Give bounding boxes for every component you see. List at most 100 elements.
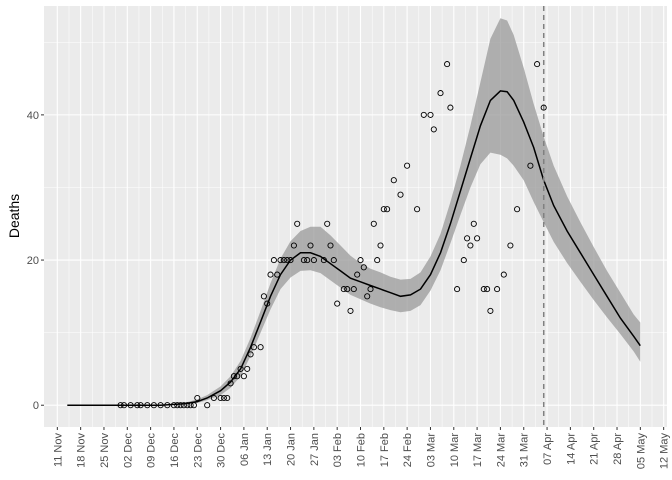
- data-point: [467, 242, 474, 249]
- data-point: [330, 257, 337, 264]
- x-tick-label: 03 Mar: [426, 433, 438, 468]
- y-axis: 0 20 40: [27, 110, 44, 412]
- data-point: [447, 104, 454, 111]
- data-point: [187, 402, 194, 409]
- data-points: [117, 61, 547, 409]
- data-point: [170, 402, 177, 409]
- data-point: [404, 162, 411, 169]
- data-point: [300, 257, 307, 264]
- x-tick-label: 03 Feb: [332, 433, 344, 467]
- data-point: [264, 300, 271, 307]
- data-point: [234, 373, 241, 380]
- y-tick-label: 20: [27, 255, 39, 267]
- x-tick-label: 17 Feb: [379, 433, 391, 467]
- data-point: [334, 300, 341, 307]
- data-point: [420, 111, 427, 118]
- data-point: [347, 307, 354, 314]
- data-point: [117, 402, 124, 409]
- data-point: [247, 351, 254, 358]
- x-tick-label: 31 Mar: [519, 433, 531, 468]
- data-point: [474, 235, 481, 242]
- data-point: [507, 242, 514, 249]
- x-axis: 11 Nov 18 Nov 25 Nov 02 Dec 09 Dec 16 Dec 23 D…: [52, 427, 671, 470]
- x-tick-label: 06 Jan: [239, 433, 251, 466]
- data-point: [340, 286, 347, 293]
- data-point: [464, 235, 471, 242]
- data-point: [390, 177, 397, 184]
- x-tick-label: 27 Jan: [309, 433, 321, 466]
- data-point: [194, 394, 201, 402]
- data-point: [127, 402, 134, 409]
- x-tick-label: 11 Nov: [52, 433, 64, 468]
- data-point: [357, 257, 364, 264]
- data-point: [454, 286, 461, 293]
- data-point: [320, 257, 327, 264]
- data-point: [460, 257, 467, 264]
- data-point: [174, 402, 181, 409]
- data-point: [470, 220, 477, 227]
- x-tick-label: 02 Dec: [122, 433, 134, 468]
- data-point: [370, 220, 377, 227]
- data-point: [514, 206, 521, 213]
- data-point: [250, 344, 257, 351]
- x-tick-label: 16 Dec: [169, 433, 181, 468]
- data-point: [307, 242, 314, 249]
- data-point: [120, 402, 128, 409]
- data-point: [150, 402, 157, 409]
- data-point: [217, 394, 224, 402]
- data-point: [274, 271, 281, 278]
- data-point: [294, 220, 301, 227]
- data-point: [427, 111, 434, 118]
- data-point: [500, 271, 507, 278]
- x-tick-label: 24 Feb: [402, 433, 414, 467]
- x-tick-label: 12 May: [659, 433, 671, 470]
- x-tick-label: 25 Nov: [99, 433, 111, 468]
- data-point: [414, 206, 421, 213]
- data-point: [527, 162, 534, 169]
- data-point: [280, 257, 287, 264]
- x-tick-label: 09 Dec: [146, 433, 158, 468]
- data-point: [487, 307, 494, 314]
- data-point: [164, 402, 171, 409]
- data-point: [367, 286, 374, 293]
- data-point: [220, 394, 227, 402]
- data-point: [284, 257, 291, 264]
- confidence-ribbon: [67, 18, 641, 406]
- x-tick-label: 10 Mar: [449, 433, 461, 468]
- data-point: [480, 286, 487, 293]
- grid-lines: [44, 6, 667, 427]
- data-point: [184, 402, 191, 409]
- data-point: [230, 373, 237, 380]
- data-point: [310, 257, 317, 264]
- data-point: [287, 257, 294, 264]
- x-tick-label: 17 Mar: [472, 433, 484, 468]
- data-point: [430, 126, 437, 133]
- data-point: [240, 373, 247, 380]
- data-point: [267, 271, 274, 278]
- x-tick-label: 05 May: [635, 433, 647, 470]
- data-point: [270, 257, 277, 264]
- data-point: [134, 402, 141, 409]
- data-point: [180, 402, 187, 409]
- x-tick-label: 18 Nov: [76, 433, 88, 468]
- data-point: [137, 402, 144, 409]
- data-point: [344, 286, 351, 293]
- data-point: [494, 286, 501, 293]
- data-point: [260, 293, 267, 300]
- data-point: [290, 242, 297, 249]
- x-tick-label: 13 Jan: [262, 433, 274, 466]
- data-point: [190, 402, 197, 409]
- data-point: [177, 402, 184, 409]
- x-tick-label: 21 Apr: [589, 433, 601, 465]
- data-point: [360, 264, 367, 271]
- data-point: [237, 365, 244, 372]
- data-point: [210, 394, 217, 402]
- data-point: [354, 271, 361, 278]
- data-point: [540, 104, 547, 111]
- data-point: [324, 220, 331, 227]
- data-point: [277, 257, 284, 264]
- data-point: [327, 242, 334, 249]
- y-tick-label: 40: [27, 110, 39, 122]
- data-point: [304, 257, 311, 264]
